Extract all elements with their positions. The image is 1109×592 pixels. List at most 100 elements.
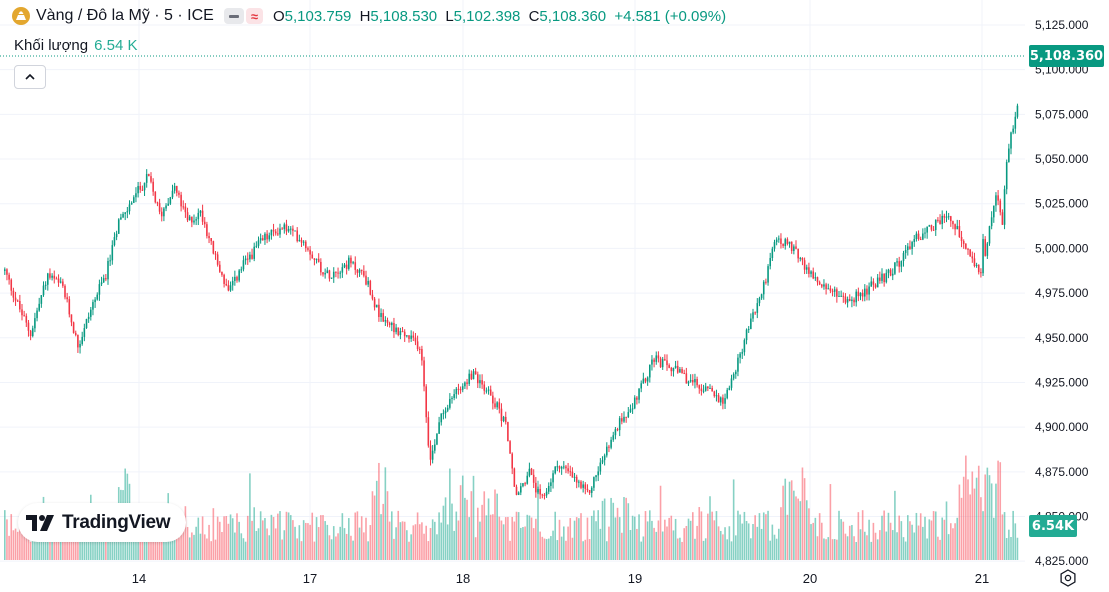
volume-bar — [203, 534, 206, 560]
candle-body — [464, 382, 466, 387]
volume-bar — [778, 528, 780, 560]
volume-bar — [874, 532, 877, 560]
gold-coin-icon[interactable] — [12, 7, 30, 25]
volume-bar — [739, 514, 741, 560]
volume-bar — [659, 485, 662, 560]
candle-body — [279, 228, 281, 235]
volume-bar — [939, 539, 941, 560]
candle-body — [391, 322, 393, 326]
axis-settings-button[interactable] — [1058, 568, 1078, 588]
volume-bar — [163, 541, 165, 560]
candle-body — [904, 250, 907, 254]
tradingview-logo[interactable]: TradingView — [18, 503, 187, 542]
volume-bar — [578, 518, 580, 560]
volume-bar — [315, 517, 318, 560]
candle-body — [717, 395, 720, 403]
volume-bar — [434, 521, 436, 560]
volume-bar — [975, 477, 978, 560]
candle-body — [253, 246, 255, 259]
volume-bar — [464, 497, 466, 560]
candle-body — [788, 241, 791, 244]
candle-body — [53, 275, 56, 279]
collapse-button[interactable] — [14, 65, 46, 89]
volume-bar — [649, 510, 651, 560]
last-price-label: 5,108.360 — [1029, 45, 1104, 67]
volume-bar — [590, 515, 593, 560]
volume-bar — [249, 473, 251, 560]
candle-body — [520, 486, 522, 493]
volume-label[interactable]: Khối lượng — [14, 37, 89, 54]
candle-body — [969, 249, 971, 257]
candle-body — [509, 441, 511, 454]
volume-bar — [440, 522, 443, 560]
candle-body — [930, 225, 933, 230]
volume-bar — [311, 512, 314, 560]
volume-bar — [378, 462, 380, 560]
candle-body — [167, 203, 169, 206]
candle-body — [685, 373, 688, 384]
volume-bar — [676, 538, 679, 560]
volume-bar — [81, 525, 83, 560]
volume-bar — [184, 506, 187, 560]
volume-bar — [930, 520, 933, 560]
candle-body — [431, 450, 434, 460]
volume-bar — [687, 518, 690, 560]
volume-bar — [92, 533, 94, 560]
volume-bar — [438, 512, 440, 560]
volume-bar — [137, 537, 139, 560]
candle-body — [595, 475, 597, 478]
candle-body — [363, 271, 365, 276]
candle-body — [345, 264, 348, 269]
volume-bar — [332, 526, 335, 560]
volume-bar — [535, 518, 537, 560]
candle-body — [915, 233, 918, 240]
candle-body — [199, 210, 202, 213]
candle-body — [513, 468, 516, 487]
volume-bar — [240, 533, 243, 560]
candle-body — [298, 239, 301, 242]
candle-body — [494, 403, 496, 408]
candle-body — [608, 446, 610, 448]
candle-body — [21, 309, 23, 316]
candle-body — [612, 435, 615, 440]
volume-bar — [833, 539, 836, 560]
candle-body — [756, 303, 759, 313]
volume-bar — [795, 496, 797, 560]
volume-bar — [915, 512, 918, 560]
candle-body — [741, 352, 744, 354]
time-axis[interactable]: 14 17 18 19 20 21 — [132, 571, 989, 586]
candle-body — [818, 282, 821, 285]
volume-bar — [532, 528, 535, 560]
candle-body — [375, 304, 378, 308]
candle-body — [937, 219, 939, 221]
hide-legend-button[interactable] — [223, 8, 244, 24]
candle-body — [85, 318, 88, 329]
candle-body — [236, 276, 238, 281]
candle-body — [967, 248, 969, 250]
candle-body — [311, 254, 314, 259]
candle-body — [55, 278, 58, 280]
candle-body — [993, 205, 995, 218]
volume-bar — [341, 513, 344, 560]
price-axis[interactable]: 5,125.0005,100.0005,075.0005,050.0005,02… — [1035, 18, 1089, 568]
volume-bar — [74, 526, 77, 560]
candle-body — [586, 488, 589, 491]
candle-body — [769, 258, 771, 267]
volume-bar — [745, 520, 748, 560]
volume-bar — [326, 524, 329, 560]
volume-bar — [747, 523, 750, 560]
volume-bar — [305, 522, 307, 560]
volume-bar — [25, 533, 28, 560]
candle-body — [109, 260, 111, 262]
candle-body — [926, 226, 928, 233]
volume-bar — [827, 537, 830, 560]
candle-body — [87, 316, 90, 319]
volume-bar — [719, 530, 722, 560]
volume-bar — [842, 521, 845, 560]
candle-body — [601, 460, 604, 463]
compare-button[interactable]: ≈ — [245, 8, 263, 24]
volume-bar — [608, 526, 610, 560]
candle-body — [397, 327, 400, 335]
candle-body — [939, 220, 941, 225]
symbol-title[interactable]: Vàng / Đô la Mỹ · 5 · ICE — [36, 7, 214, 24]
